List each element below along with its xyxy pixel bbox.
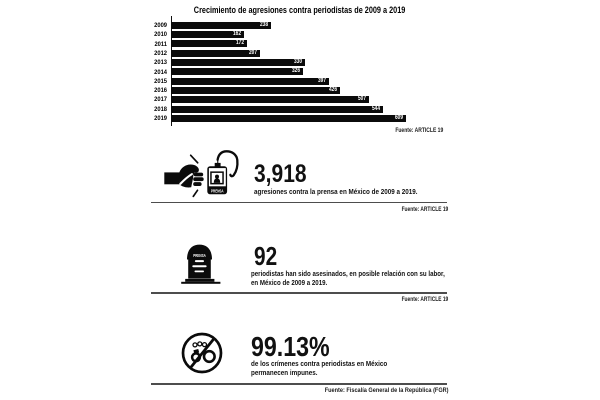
svg-text:PRENSA: PRENSA [211,188,224,193]
svg-text:PRENSA: PRENSA [193,253,206,258]
